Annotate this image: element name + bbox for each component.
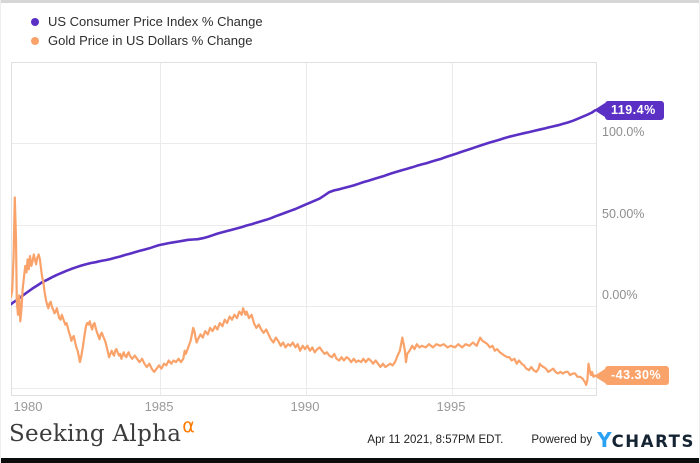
badge-arrow-icon <box>594 103 605 118</box>
x-tick-label: 1980 <box>13 399 43 414</box>
seekingalpha-logo-text: Seeking Alpha <box>9 421 182 447</box>
series-end-badge: -43.30% <box>594 366 670 386</box>
x-tick-label: 1995 <box>436 399 466 414</box>
ycharts-wordmark: CHARTS <box>611 432 695 451</box>
y-tick-label: 0.00% <box>602 288 638 303</box>
gold-series-dot-icon <box>31 36 39 45</box>
y-tick-label: 50.00% <box>602 206 645 221</box>
seekingalpha-alpha-icon: α <box>182 415 195 437</box>
gridline-vertical <box>452 63 453 395</box>
legend-label-cpi: US Consumer Price Index % Change <box>48 14 263 29</box>
gridline-vertical <box>160 63 162 395</box>
y-tick-label: 100.0% <box>602 125 645 140</box>
cpi-series-dot-icon <box>31 17 39 26</box>
legend-label-gold: Gold Price in US Dollars % Change <box>48 33 253 48</box>
gridline-horizontal <box>12 306 596 308</box>
seekingalpha-logo[interactable]: Seeking Alphaα <box>9 415 195 447</box>
gridline-horizontal <box>12 224 596 226</box>
legend-item-cpi: US Consumer Price Index % Change <box>31 12 263 31</box>
series-end-badge: 119.4% <box>594 100 664 120</box>
gridline-horizontal <box>12 143 596 145</box>
chart-legend: US Consumer Price Index % Change Gold Pr… <box>31 12 263 50</box>
card-top-border <box>1 0 699 3</box>
gridline-vertical <box>306 63 308 395</box>
chart-timestamp: Apr 11 2021, 8:57PM EDT. <box>367 434 504 446</box>
x-tick-label: 1990 <box>290 399 320 414</box>
card-bottom-bar <box>1 458 699 463</box>
gridline-horizontal <box>12 387 596 389</box>
ycharts-y-icon: Y <box>597 428 612 452</box>
badge-arrow-icon <box>594 368 605 383</box>
powered-by-label: Powered by <box>531 434 593 446</box>
legend-item-gold: Gold Price in US Dollars % Change <box>31 31 263 50</box>
x-tick-label: 1985 <box>144 399 174 414</box>
ycharts-logo[interactable]: YCHARTS <box>597 428 695 452</box>
footer-meta: Apr 11 2021, 8:57PM EDT. Powered by YCHA… <box>367 428 695 452</box>
plot-area <box>11 62 597 396</box>
